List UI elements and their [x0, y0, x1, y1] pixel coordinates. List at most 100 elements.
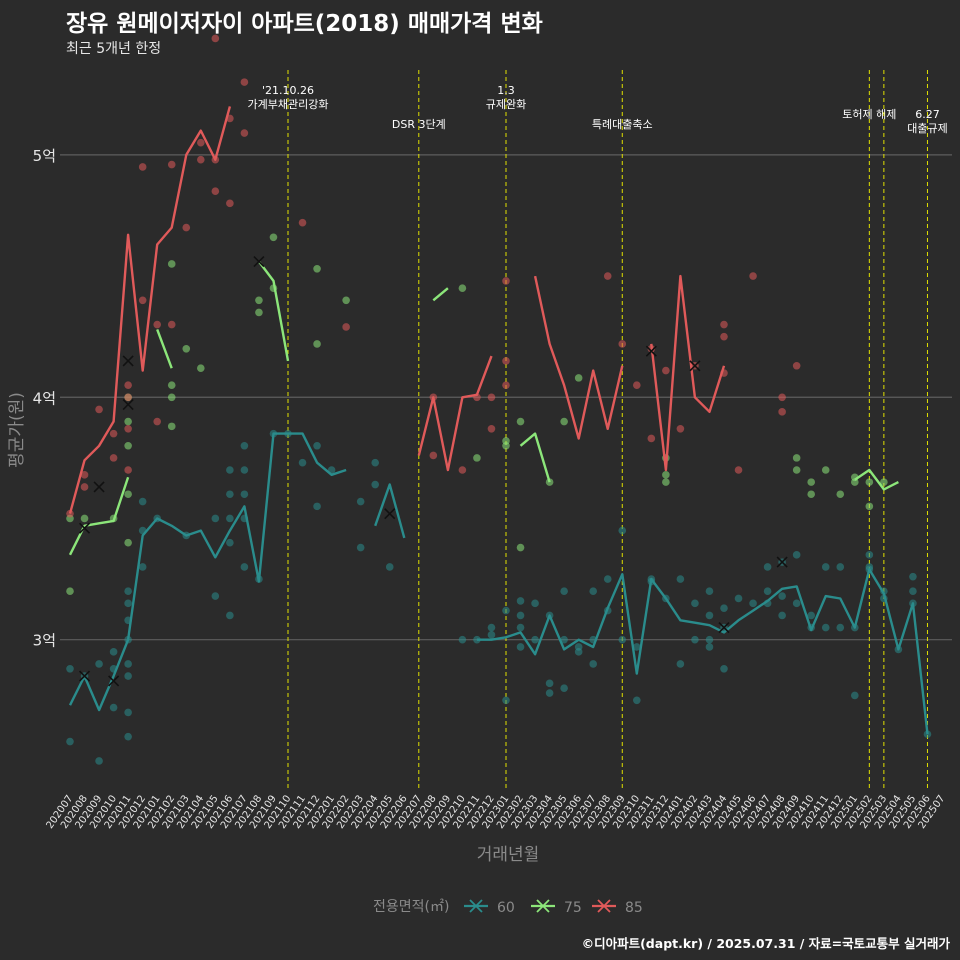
- data-point: [226, 611, 234, 620]
- data-point: [240, 78, 249, 86]
- data-point: [560, 417, 568, 426]
- legend-label: 75: [564, 900, 582, 916]
- data-point: [589, 660, 597, 668]
- data-point: [167, 422, 176, 431]
- data-point: [560, 635, 568, 644]
- data-point: [313, 502, 321, 511]
- data-point: [167, 160, 176, 169]
- data-point: [109, 429, 118, 438]
- data-point: [778, 408, 786, 416]
- data-point: [66, 664, 74, 673]
- cross-marker: [93, 481, 105, 493]
- data-point: [865, 502, 874, 511]
- data-point: [763, 587, 772, 596]
- cross-marker: [78, 522, 91, 534]
- data-point: [807, 611, 815, 620]
- data-point: [792, 466, 801, 474]
- data-point: [487, 631, 496, 639]
- data-point: [502, 357, 510, 365]
- data-point: [865, 563, 874, 571]
- data-point: [313, 264, 321, 273]
- data-point: [502, 381, 510, 389]
- series-line: [68, 432, 929, 735]
- legend-label: 60: [497, 900, 515, 916]
- data-point: [124, 732, 132, 741]
- data-point: [749, 272, 757, 280]
- event-label: 6.27: [915, 108, 940, 121]
- x-axis-title: 거래년월: [477, 845, 540, 865]
- legend-title: 전용면적(㎡): [373, 899, 449, 915]
- data-point: [502, 277, 510, 285]
- data-point: [676, 660, 685, 668]
- data-point: [385, 563, 394, 571]
- data-point: [458, 284, 467, 292]
- data-point: [124, 708, 132, 717]
- data-point: [167, 381, 176, 389]
- data-point: [603, 575, 612, 583]
- data-point: [662, 366, 670, 375]
- data-point: [807, 490, 815, 499]
- legend-key-cross: [469, 899, 483, 913]
- data-point: [865, 478, 874, 486]
- data-point: [705, 643, 714, 651]
- data-point: [618, 526, 627, 535]
- data-point: [342, 323, 350, 331]
- data-point: [487, 393, 496, 402]
- data-point: [705, 611, 714, 620]
- data-point: [516, 543, 525, 552]
- data-point: [342, 296, 350, 305]
- legend-key-cross: [597, 899, 611, 913]
- data-point: [226, 466, 234, 474]
- data-point: [124, 393, 132, 402]
- data-point: [647, 434, 656, 443]
- data-point: [734, 594, 743, 603]
- legend: 전용면적(㎡) 60 75 85: [373, 899, 643, 916]
- data-point: [356, 497, 365, 506]
- data-point: [851, 478, 859, 486]
- data-point: [124, 417, 132, 426]
- data-point: [124, 381, 132, 389]
- data-point: [574, 374, 583, 382]
- data-point: [226, 199, 234, 208]
- data-point: [778, 393, 786, 402]
- data-point: [124, 466, 132, 474]
- event-label: 가계부채관리강화: [248, 98, 329, 111]
- cross-marker: [122, 398, 134, 411]
- data-point: [298, 218, 307, 227]
- chart-title: 장유 원메이저자이 아파트(2018) 매매가격 변화: [66, 11, 543, 37]
- data-point: [778, 592, 786, 600]
- data-point: [138, 563, 147, 571]
- data-point: [909, 587, 917, 596]
- data-point: [691, 635, 699, 644]
- data-point: [763, 563, 772, 571]
- data-point: [662, 471, 670, 479]
- series-60: [66, 429, 932, 765]
- data-point: [138, 163, 147, 171]
- data-point: [371, 480, 380, 489]
- data-point: [691, 599, 699, 608]
- data-point: [502, 437, 510, 445]
- data-point: [197, 155, 205, 164]
- data-point: [80, 471, 89, 479]
- data-point: [109, 454, 118, 462]
- series-line: [68, 260, 899, 556]
- data-point: [560, 587, 568, 596]
- data-point: [138, 296, 147, 305]
- data-point: [720, 604, 728, 612]
- data-point: [211, 514, 220, 523]
- data-point: [734, 466, 743, 474]
- data-point: [313, 340, 321, 348]
- data-point: [836, 490, 845, 499]
- data-point: [502, 606, 510, 615]
- data-point: [182, 344, 191, 353]
- data-point: [487, 424, 496, 433]
- data-point: [255, 308, 263, 317]
- data-point: [95, 405, 103, 414]
- data-point: [633, 696, 641, 705]
- data-point: [603, 272, 612, 280]
- data-point: [531, 599, 539, 608]
- event-label: 대출규제: [907, 122, 947, 135]
- data-point: [124, 660, 132, 668]
- data-point: [473, 454, 481, 462]
- y-tick-label: 5억: [33, 147, 56, 165]
